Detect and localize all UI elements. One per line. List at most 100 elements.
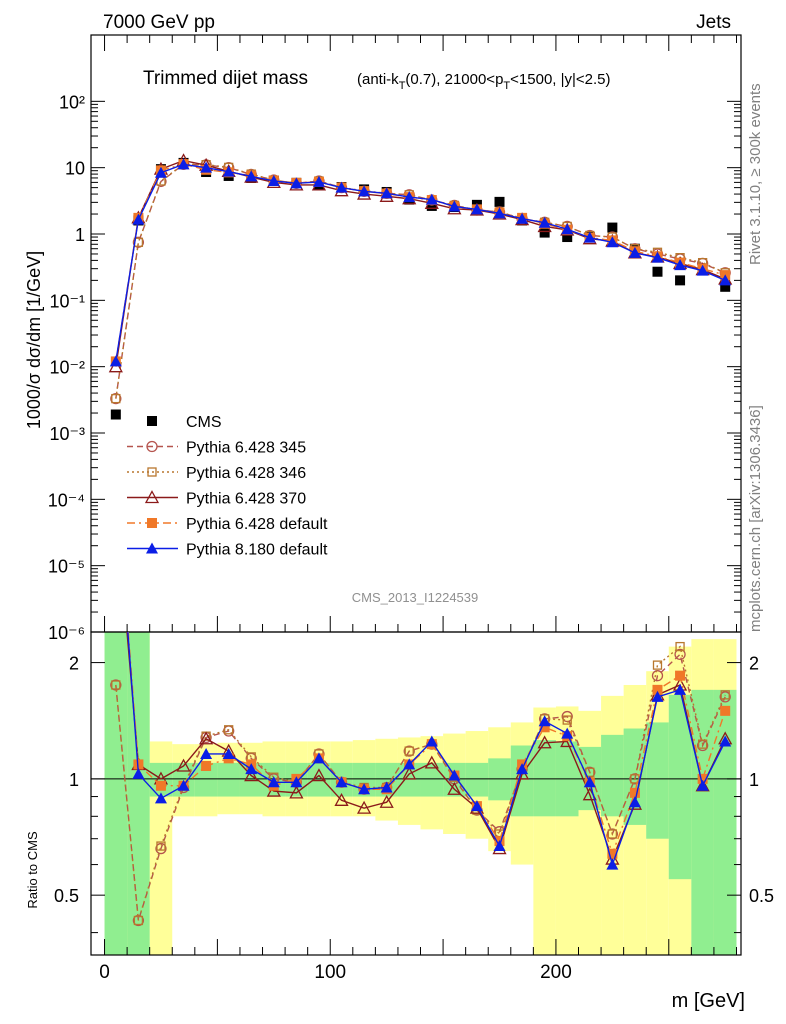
ratio-point xyxy=(199,731,214,745)
series-pythia-6-428-346 xyxy=(111,159,730,404)
ratio-band-stat xyxy=(104,632,128,955)
ratio-point xyxy=(335,776,348,788)
data-point xyxy=(177,158,190,170)
ratio-band-stat xyxy=(149,762,173,797)
mcplots-label: mcplots.cern.ch [arXiv:1306.3436] xyxy=(747,405,764,632)
y-tick-label: 10⁻⁶ xyxy=(48,623,85,643)
ratio-point xyxy=(132,767,145,779)
legend-marker xyxy=(147,467,157,477)
main-ylabel: 1000/σ dσ/dm [1/GeV] xyxy=(24,251,44,429)
legend-entry-pythia-8-180-default: Pythia 8.180 default xyxy=(127,542,328,559)
legend-label: CMS xyxy=(186,414,222,431)
data-point xyxy=(312,175,325,187)
ratio-band-stat xyxy=(194,762,218,797)
ratio-point xyxy=(311,768,327,782)
ratio-band-stat xyxy=(601,734,624,817)
x-tick-label: 200 xyxy=(540,962,572,983)
ratio-point xyxy=(652,660,663,670)
ratio-point xyxy=(404,746,414,756)
ratio-ylabel: Ratio to CMS xyxy=(25,831,40,909)
legend-label: Pythia 6.428 370 xyxy=(186,491,306,508)
x-axis-label: m [GeV] xyxy=(672,990,745,1012)
ratio-point xyxy=(674,648,686,661)
data-point xyxy=(651,251,664,263)
ratio-band-total xyxy=(601,695,624,955)
data-point xyxy=(426,200,437,211)
legend-entry-cms: CMS xyxy=(147,414,222,431)
ratio-band-stat xyxy=(668,694,692,880)
ratio-point xyxy=(674,683,687,695)
ratio-point xyxy=(110,679,122,691)
ratio-point xyxy=(154,792,167,804)
data-point xyxy=(538,216,551,228)
ratio-band-stat xyxy=(217,762,240,797)
ratio-point xyxy=(403,745,415,757)
ratio-point xyxy=(245,763,258,775)
series-line xyxy=(115,163,726,399)
ratio-band-stat xyxy=(239,762,263,797)
category-label: Jets xyxy=(696,12,731,33)
ratio-point xyxy=(493,840,506,852)
ratio-point xyxy=(424,755,439,769)
ratio-tick-label-right: 2 xyxy=(749,654,759,674)
ratio-line xyxy=(127,632,726,867)
legend-label: Pythia 6.428 346 xyxy=(186,465,306,482)
ratio-point xyxy=(583,776,596,788)
data-point xyxy=(200,161,213,173)
ratio-point xyxy=(176,758,191,772)
ratio-point xyxy=(607,848,618,859)
data-point xyxy=(222,165,235,177)
series-line xyxy=(115,163,726,362)
legend-label: Pythia 6.428 default xyxy=(186,516,328,533)
ratio-point xyxy=(111,680,121,690)
ratio-point xyxy=(697,773,708,784)
ratio-point xyxy=(651,690,664,702)
series-line xyxy=(115,163,726,399)
ratio-tick-label: 2 xyxy=(69,654,79,674)
data-point xyxy=(606,236,619,248)
ratio-point xyxy=(312,752,325,764)
ratio-point xyxy=(334,792,349,806)
data-point xyxy=(493,207,506,219)
data-point xyxy=(561,223,574,235)
legend-entry-pythia-6-428-default: Pythia 6.428 default xyxy=(127,516,328,533)
ratio-point xyxy=(675,670,686,681)
data-point xyxy=(628,246,641,258)
legend-label: Pythia 6.428 345 xyxy=(186,440,306,457)
data-point xyxy=(425,193,438,205)
ratio-band-stat xyxy=(307,762,331,797)
series-pythia-8-180-default xyxy=(109,158,732,367)
ratio-point xyxy=(539,722,550,733)
ratio-point xyxy=(425,735,438,747)
y-tick-label: 1 xyxy=(75,225,85,245)
y-tick-label: 10⁻² xyxy=(49,358,85,378)
data-point xyxy=(470,203,483,215)
series-line xyxy=(115,163,726,362)
ratio-point xyxy=(358,783,371,795)
ratio-point xyxy=(267,776,280,788)
ratio-band-stat xyxy=(465,762,489,797)
data-point xyxy=(380,187,393,199)
ratio-panel xyxy=(104,632,737,955)
series-pythia-6-428-345 xyxy=(110,158,731,405)
data-point xyxy=(516,212,529,224)
data-point xyxy=(335,181,348,193)
data-point xyxy=(675,275,686,286)
ratio-point xyxy=(696,779,709,791)
data-point xyxy=(154,166,167,178)
ratio-point xyxy=(606,828,619,840)
ratio-point xyxy=(607,829,618,839)
ratio-point xyxy=(380,781,393,793)
data-point xyxy=(494,196,505,207)
legend-marker xyxy=(147,416,157,426)
ratio-series-pythia-8-180-default xyxy=(127,632,732,870)
ratio-tick-label-right: 0.5 xyxy=(749,886,774,906)
legend-entry-pythia-6-428-345: Pythia 6.428 345 xyxy=(127,440,306,457)
data-point xyxy=(719,274,732,286)
ratio-point xyxy=(177,779,190,791)
y-tick-label: 10⁻⁵ xyxy=(48,557,85,577)
series-line xyxy=(115,159,726,367)
data-point xyxy=(111,393,121,404)
ratio-point xyxy=(675,641,685,652)
